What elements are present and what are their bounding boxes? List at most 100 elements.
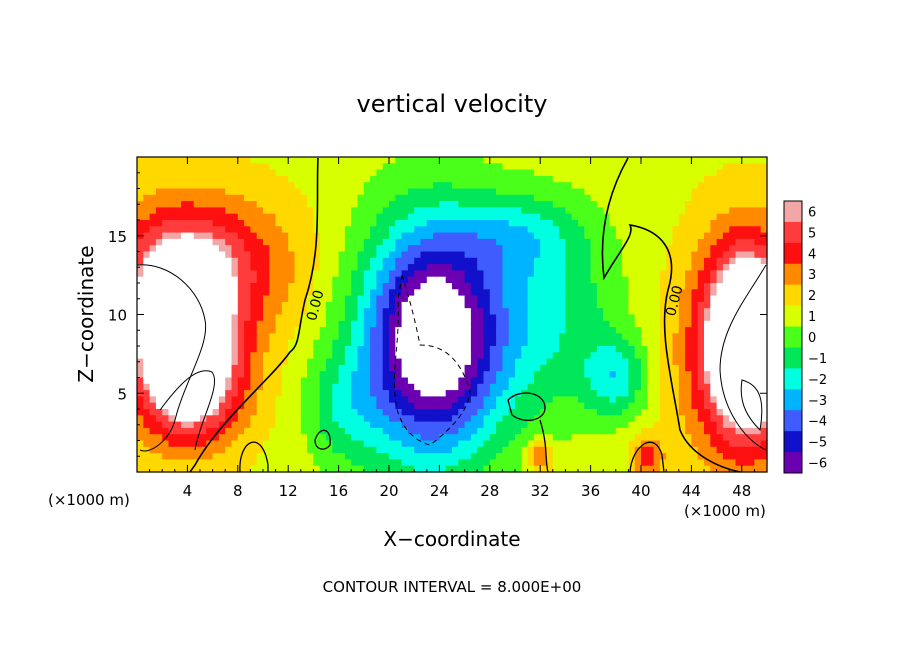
- field-cell: [231, 434, 239, 442]
- field-cell: [672, 308, 680, 316]
- field-cell: [313, 346, 321, 353]
- field-cell: [263, 364, 270, 372]
- field-cell: [137, 421, 144, 429]
- field-cell: [206, 232, 214, 240]
- field-cell: [741, 427, 749, 435]
- field-cell: [653, 270, 661, 278]
- field-cell: [609, 364, 617, 372]
- field-cell: [445, 257, 453, 265]
- field-cell: [370, 251, 377, 259]
- field-cell: [508, 188, 516, 196]
- field-cell: [414, 175, 422, 183]
- field-cell: [363, 308, 371, 316]
- field-cell: [704, 188, 711, 196]
- field-cell: [370, 175, 377, 183]
- field-cell: [496, 371, 503, 379]
- field-cell: [143, 257, 151, 265]
- field-cell: [206, 364, 214, 372]
- field-cell: [704, 194, 711, 202]
- field-cell: [489, 257, 497, 265]
- field-cell: [622, 163, 629, 171]
- field-cell: [263, 358, 270, 366]
- field-cell: [275, 213, 283, 221]
- field-cell: [389, 257, 396, 265]
- field-cell: [735, 440, 743, 448]
- field-cell: [578, 465, 585, 473]
- field-cell: [552, 440, 560, 448]
- field-cell: [168, 270, 176, 278]
- field-cell: [464, 421, 472, 429]
- field-cell: [149, 453, 157, 460]
- velocity-field: [137, 157, 768, 473]
- field-cell: [483, 251, 491, 259]
- field-cell: [376, 465, 384, 473]
- field-cell: [729, 333, 737, 341]
- field-cell: [168, 201, 176, 208]
- field-cell: [748, 434, 755, 442]
- field-cell: [344, 220, 352, 227]
- field-cell: [225, 245, 233, 253]
- field-cell: [206, 409, 214, 416]
- field-cell: [477, 308, 485, 316]
- field-cell: [294, 289, 302, 297]
- field-cell: [559, 339, 566, 347]
- field-cell: [250, 409, 258, 416]
- field-cell: [143, 320, 151, 328]
- field-cell: [382, 358, 390, 366]
- field-cell: [622, 320, 629, 328]
- field-cell: [552, 446, 560, 454]
- field-cell: [533, 421, 541, 429]
- field-cell: [382, 390, 390, 397]
- field-cell: [760, 402, 768, 410]
- field-cell: [672, 383, 680, 391]
- field-cell: [546, 157, 554, 164]
- field-cell: [181, 314, 188, 322]
- field-cell: [508, 314, 516, 322]
- field-cell: [685, 308, 692, 316]
- field-cell: [307, 314, 314, 322]
- field-cell: [603, 396, 611, 404]
- field-cell: [641, 238, 648, 246]
- field-cell: [174, 371, 182, 379]
- field-cell: [533, 201, 541, 208]
- field-cell: [647, 465, 655, 473]
- field-cell: [288, 308, 296, 316]
- field-cell: [193, 213, 201, 221]
- field-cell: [382, 446, 390, 454]
- field-cell: [357, 396, 365, 404]
- field-cell: [137, 188, 144, 196]
- field-cell: [250, 465, 258, 473]
- field-cell: [653, 390, 661, 397]
- field-cell: [407, 465, 415, 473]
- field-cell: [571, 213, 579, 221]
- field-cell: [704, 383, 711, 391]
- field-cell: [193, 245, 201, 253]
- field-cell: [603, 409, 611, 416]
- field-cell: [155, 276, 163, 284]
- field-cell: [357, 251, 365, 259]
- field-cell: [275, 421, 283, 429]
- field-cell: [401, 308, 409, 316]
- field-cell: [452, 175, 459, 183]
- field-cell: [678, 213, 686, 221]
- field-cell: [307, 270, 314, 278]
- field-cell: [326, 415, 333, 423]
- field-cell: [193, 201, 201, 208]
- field-cell: [470, 276, 478, 284]
- field-cell: [137, 182, 144, 190]
- field-cell: [735, 465, 743, 473]
- field-cell: [666, 301, 674, 309]
- field-cell: [407, 226, 415, 234]
- field-cell: [319, 163, 327, 171]
- field-cell: [155, 283, 163, 290]
- field-cell: [357, 232, 365, 240]
- field-cell: [281, 232, 289, 240]
- field-cell: [275, 346, 283, 353]
- field-cell: [137, 270, 144, 278]
- field-cell: [527, 453, 535, 460]
- field-cell: [615, 245, 623, 253]
- field-cell: [338, 194, 346, 202]
- field-cell: [710, 201, 718, 208]
- field-cell: [754, 213, 762, 221]
- field-cell: [407, 213, 415, 221]
